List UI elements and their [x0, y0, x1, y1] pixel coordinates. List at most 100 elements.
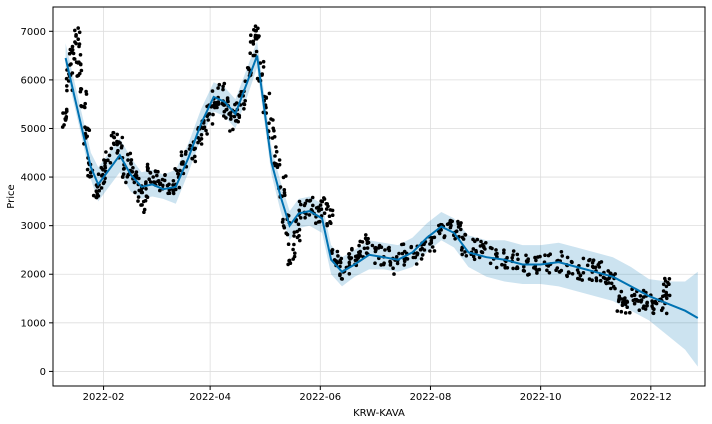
observed-point — [664, 311, 669, 316]
observed-point — [645, 304, 649, 308]
observed-point — [237, 113, 242, 118]
uncertainty-band — [65, 41, 698, 367]
y-tick-label: 0 — [40, 367, 46, 378]
observed-point — [86, 173, 90, 178]
observed-point — [395, 261, 400, 266]
observed-point — [221, 84, 225, 89]
observed-point — [534, 267, 538, 271]
observed-point — [327, 214, 332, 218]
observed-point — [108, 161, 113, 165]
observed-point — [163, 173, 167, 177]
observed-point — [245, 66, 250, 70]
observed-point — [255, 76, 260, 81]
y-tick-label: 4000 — [21, 173, 46, 184]
observed-point — [636, 299, 641, 303]
observed-point — [308, 198, 313, 203]
observed-point — [335, 249, 340, 254]
observed-point — [232, 114, 237, 119]
observed-point — [176, 172, 181, 176]
observed-point — [95, 192, 100, 196]
observed-point — [488, 245, 493, 250]
x-axis-label: KRW-KAVA — [353, 408, 405, 419]
observed-point — [273, 154, 277, 158]
observed-point — [394, 254, 399, 259]
observed-point — [140, 190, 145, 195]
observed-point — [599, 260, 604, 264]
forecast-series-line — [64, 55, 699, 319]
observed-point — [373, 261, 377, 266]
observed-point — [310, 195, 315, 200]
observed-point — [132, 180, 137, 185]
observed-point — [505, 255, 509, 260]
observed-point — [639, 298, 644, 302]
observed-point — [217, 82, 222, 87]
observed-point — [233, 102, 237, 107]
observed-point — [84, 89, 88, 94]
observed-point — [248, 40, 253, 44]
observed-point — [282, 225, 287, 230]
observed-point — [637, 308, 642, 313]
observed-point — [527, 272, 531, 277]
observed-point — [392, 272, 396, 276]
observed-point — [213, 105, 217, 110]
observed-point — [229, 117, 233, 121]
observed-point — [619, 309, 624, 314]
grid-lines — [53, 7, 705, 386]
observed-point — [193, 159, 198, 164]
observed-point — [630, 294, 634, 298]
observed-point — [516, 257, 520, 262]
observed-point — [330, 251, 334, 255]
observed-point — [625, 305, 629, 310]
observed-point — [73, 40, 77, 44]
observed-point — [567, 271, 571, 275]
observed-point — [115, 132, 119, 137]
observed-point — [428, 242, 432, 246]
y-axis-ticks: 0 1000 2000 3000 4000 5000 6000 7000 — [21, 27, 53, 378]
observed-point — [661, 294, 665, 299]
y-tick-label: 5000 — [21, 124, 46, 135]
observed-point — [545, 268, 549, 273]
observed-point — [414, 262, 419, 266]
observed-point — [111, 131, 116, 135]
observed-point — [437, 231, 442, 236]
observed-point — [664, 284, 669, 289]
observed-point — [277, 162, 282, 167]
observed-point — [559, 250, 564, 254]
observed-point — [471, 237, 475, 242]
observed-point — [79, 68, 84, 73]
observed-point — [397, 251, 401, 256]
observed-point — [78, 71, 82, 76]
observed-point — [251, 39, 256, 44]
observed-point — [229, 114, 233, 118]
observed-point — [511, 266, 515, 271]
observed-point — [222, 109, 227, 114]
observed-point — [575, 268, 580, 272]
observed-point — [322, 197, 327, 201]
observed-point — [569, 259, 574, 264]
observed-point — [494, 265, 499, 270]
observed-point — [137, 188, 141, 193]
observed-point — [456, 219, 460, 224]
x-tick-label: 2022-02 — [83, 392, 125, 403]
observed-point — [111, 135, 116, 139]
observed-point — [264, 95, 269, 100]
x-tick-label: 2022-06 — [299, 392, 341, 403]
observed-point — [510, 255, 514, 260]
observed-point — [370, 243, 375, 248]
observed-point — [325, 223, 330, 228]
observed-point — [65, 109, 69, 113]
observed-point — [161, 183, 165, 188]
observed-point — [292, 230, 297, 235]
observed-point — [183, 152, 188, 156]
observed-point — [460, 252, 465, 257]
observed-point — [137, 176, 141, 181]
observed-point — [134, 173, 139, 178]
observed-point — [178, 168, 182, 173]
observed-point — [260, 73, 264, 77]
observed-point — [72, 57, 76, 61]
observed-point — [109, 146, 114, 151]
observed-point — [177, 185, 182, 190]
observed-point — [604, 281, 609, 286]
observed-point — [314, 221, 318, 225]
observed-point — [311, 203, 315, 208]
